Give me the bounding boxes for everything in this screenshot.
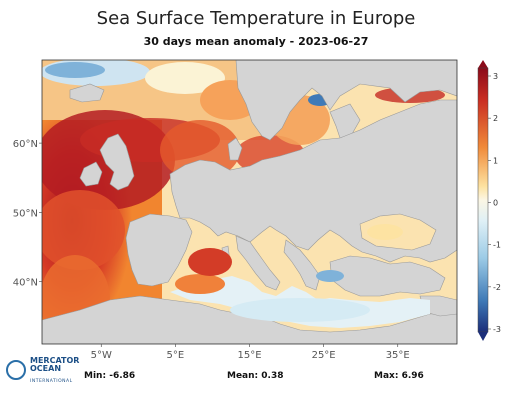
stat-mean-value: 0.38 (261, 371, 284, 381)
colorbar-top-arrow (478, 60, 488, 68)
chart-title: Sea Surface Temperature in Europe (96, 8, 416, 29)
stat-max-value: 6.96 (401, 371, 424, 381)
logo-subtitle: INTERNATIONAL (30, 379, 73, 384)
y-tick-label: 60°N (13, 139, 38, 150)
logo-line2: OCEAN (30, 364, 62, 373)
x-axis: 5°W 5°E 15°E 25°E 35°E (91, 344, 410, 361)
colorbar-tick-label: 1 (493, 156, 498, 165)
y-axis: 60°N 50°N 40°N (13, 139, 42, 289)
stat-mean: Mean: 0.38 (227, 371, 284, 381)
colorbar-tick-label: 3 (493, 72, 498, 81)
colorbar-scale (477, 67, 489, 333)
colorbar: 3 2 1 0 -1 -2 -3 (477, 60, 501, 341)
x-tick-label: 25°E (312, 350, 336, 361)
x-tick-label: 5°E (167, 350, 185, 361)
colorbar-tick-label: 2 (493, 114, 498, 123)
chart-subtitle: 30 days mean anomaly - 2023-06-27 (143, 35, 369, 48)
y-tick-label: 50°N (13, 208, 38, 219)
colorbar-tick-label: -3 (493, 325, 501, 334)
x-tick-label: 5°W (91, 350, 112, 361)
y-tick-label: 40°N (13, 278, 38, 289)
stat-mean-label: Mean: (227, 371, 259, 381)
logo-name: MERCATOR OCEAN (30, 357, 79, 373)
map-field (42, 60, 457, 344)
stat-max-label: Max: (374, 371, 399, 381)
stat-min-value: -6.86 (109, 371, 136, 381)
logo-line1: MERCATOR (30, 356, 80, 365)
stat-max: Max: 6.96 (374, 371, 424, 381)
logo-wave-icon (6, 360, 26, 380)
stat-min: Min: -6.86 (84, 371, 135, 381)
colorbar-tick-label: 0 (493, 199, 498, 208)
x-tick-label: 35°E (386, 350, 410, 361)
colorbar-tick-label: -2 (493, 283, 501, 292)
mercator-ocean-logo: MERCATOR OCEAN INTERNATIONAL (6, 357, 79, 387)
x-tick-label: 15°E (237, 350, 261, 361)
colorbar-tick-label: -1 (493, 241, 501, 250)
stat-min-label: Min: (84, 371, 107, 381)
colorbar-bottom-arrow (478, 332, 488, 341)
